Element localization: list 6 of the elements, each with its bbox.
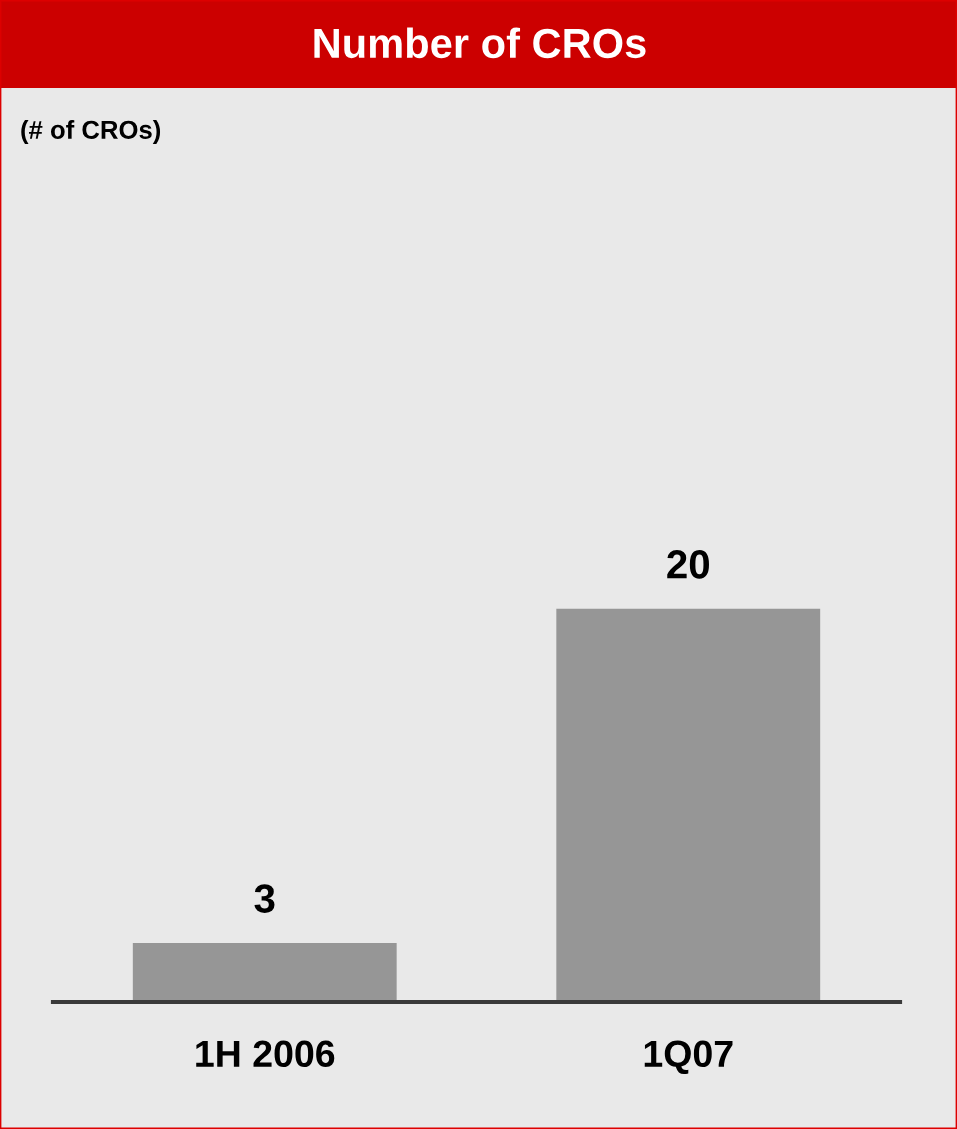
x-tick-label: 1Q07 <box>644 1040 733 1075</box>
data-label: 3 <box>254 884 275 913</box>
data-label: 20 <box>667 550 709 579</box>
text: (# of CROs) <box>21 120 161 144</box>
chart-title: Number of CROs <box>314 27 646 59</box>
x-tick-label: 1H 2006 <box>196 1040 335 1068</box>
